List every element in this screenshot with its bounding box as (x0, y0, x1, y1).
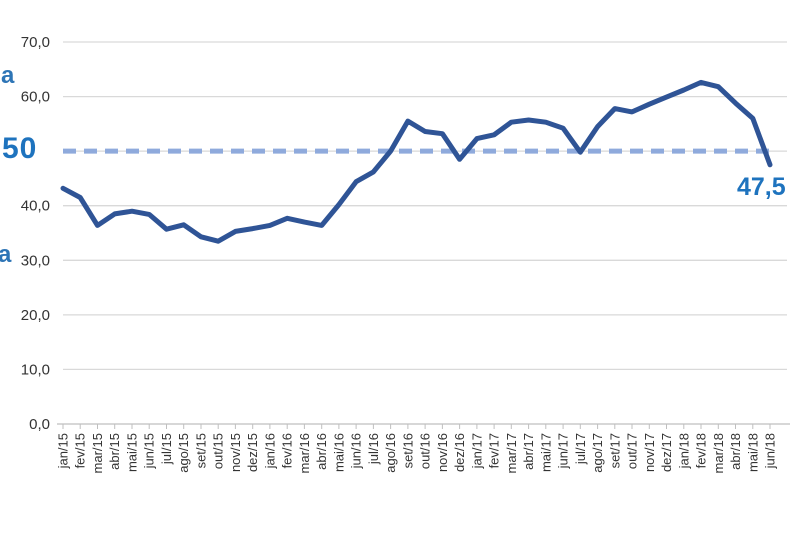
left-text-fragment-upper: a (1, 62, 15, 89)
y-tick-label: 40,0 (21, 198, 50, 215)
x-tick-label: abr/15 (107, 433, 122, 470)
x-tick-label: jul/15 (159, 433, 174, 465)
x-tick-label: abr/17 (521, 433, 536, 470)
x-tick-label: fev/16 (280, 433, 295, 468)
y-tick-label: 70,0 (21, 34, 50, 51)
x-tick-label: nov/16 (435, 433, 450, 472)
x-tick-label: ago/17 (590, 433, 605, 473)
x-tick-label: out/15 (211, 433, 226, 469)
x-tick-label: ago/15 (176, 433, 191, 473)
x-tick-label: nov/15 (228, 433, 243, 472)
x-tick-label: jan/17 (469, 433, 484, 469)
x-tick-label: fev/17 (487, 433, 502, 468)
y-tick-label: 0,0 (29, 416, 50, 433)
x-tick-label: fev/15 (73, 433, 88, 468)
x-tick-label: dez/16 (452, 433, 467, 472)
x-tick-label: nov/17 (642, 433, 657, 472)
reference-value-label: 50 (2, 132, 38, 165)
x-tick-label: jan/18 (676, 433, 691, 469)
x-tick-label: jul/17 (573, 433, 588, 465)
y-tick-label: 10,0 (21, 361, 50, 378)
x-tick-label: jun/17 (556, 433, 571, 469)
x-tick-label: set/15 (194, 433, 209, 468)
left-text-fragment-lower: a (0, 241, 12, 268)
x-tick-label: mai/17 (538, 433, 553, 472)
y-tick-label: 30,0 (21, 252, 50, 269)
x-tick-label: set/17 (607, 433, 622, 468)
x-tick-label: out/16 (418, 433, 433, 469)
x-tick-label: abr/16 (314, 433, 329, 470)
x-tick-label: out/17 (625, 433, 640, 469)
x-tick-label: set/16 (400, 433, 415, 468)
x-tick-label: mar/15 (90, 433, 105, 473)
x-tick-label: mai/15 (125, 433, 140, 472)
x-tick-label: jun/18 (763, 433, 778, 469)
x-tick-label: jan/15 (56, 433, 71, 469)
x-tick-label: jun/16 (349, 433, 364, 469)
data-line (60, 79, 773, 244)
x-tick-label: dez/15 (245, 433, 260, 472)
x-tick-label: mar/16 (297, 433, 312, 473)
x-tick-label: dez/17 (659, 433, 674, 472)
x-tick-label: mai/16 (331, 433, 346, 472)
x-tick-label: ago/16 (383, 433, 398, 473)
x-tick-label: jul/16 (366, 433, 381, 465)
x-tick-label: jan/16 (262, 433, 277, 469)
x-tick-label: jun/15 (142, 433, 157, 469)
x-tick-label: mar/18 (711, 433, 726, 473)
x-tick-label: abr/18 (728, 433, 743, 470)
y-tick-label: 60,0 (21, 89, 50, 106)
x-tick-label: mar/17 (504, 433, 519, 473)
x-tick-label: mai/18 (745, 433, 760, 472)
x-tick-label: fev/18 (694, 433, 709, 468)
latest-value-label: 47,5 (737, 173, 786, 201)
y-tick-label: 20,0 (21, 307, 50, 324)
